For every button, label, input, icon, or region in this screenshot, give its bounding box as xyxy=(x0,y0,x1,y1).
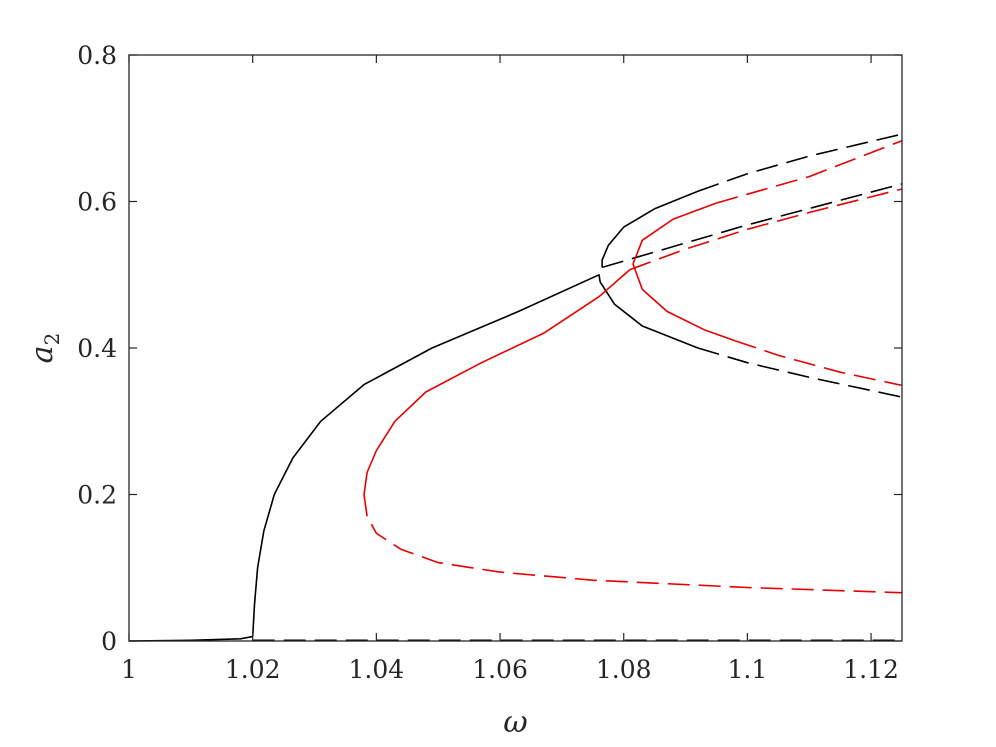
x-tick-label-4: 1.08 xyxy=(596,655,652,684)
series-line-red-dashed-8 xyxy=(363,494,903,594)
x-tick-label-5: 1.1 xyxy=(728,655,768,684)
series-line-red-dashed-13 xyxy=(734,339,903,387)
y-tick-label-0: 0 xyxy=(101,627,117,656)
series-line-black-solid-0 xyxy=(128,635,253,642)
y-tick-label-2: 0.4 xyxy=(77,334,117,363)
series-line-black-solid-5 xyxy=(601,190,699,268)
series-line-red-solid-9 xyxy=(363,268,631,495)
series-layer xyxy=(128,133,903,642)
y-axis-label-base: a xyxy=(25,345,60,363)
x-tick-label-3: 1.06 xyxy=(472,655,528,684)
plot-area-frame xyxy=(128,54,903,642)
series-line-black-dashed-6 xyxy=(697,133,903,192)
x-tick-label-2: 1.04 xyxy=(349,655,405,684)
y-tick-label-1: 0.2 xyxy=(77,481,117,510)
y-tick-label-3: 0.6 xyxy=(77,188,117,217)
x-tick-label-0: 1 xyxy=(121,655,137,684)
series-line-red-solid-12 xyxy=(632,263,736,342)
series-line-red-dashed-11 xyxy=(716,139,903,204)
x-axis-label: ω xyxy=(503,705,527,740)
x-tick-label-6: 1.12 xyxy=(843,655,899,684)
series-line-red-solid-10 xyxy=(632,202,717,265)
y-axis-label: a2 xyxy=(25,333,64,364)
x-tick-label-1: 1.02 xyxy=(225,655,281,684)
series-line-black-dashed-4 xyxy=(601,183,903,269)
y-tick-label-4: 0.8 xyxy=(77,41,117,70)
series-line-black-solid-1 xyxy=(251,273,601,637)
series-line-black-dashed-3 xyxy=(697,347,903,398)
series-line-red-dashed-14 xyxy=(629,188,903,271)
series-line-black-solid-2 xyxy=(599,281,699,349)
tick-layer: 1 1.02 1.04 1.06 1.08 1.1 1.12 0 0.2 0.4 0.6 0.8 xyxy=(77,41,902,684)
y-axis-label-subscript: 2 xyxy=(40,333,64,346)
